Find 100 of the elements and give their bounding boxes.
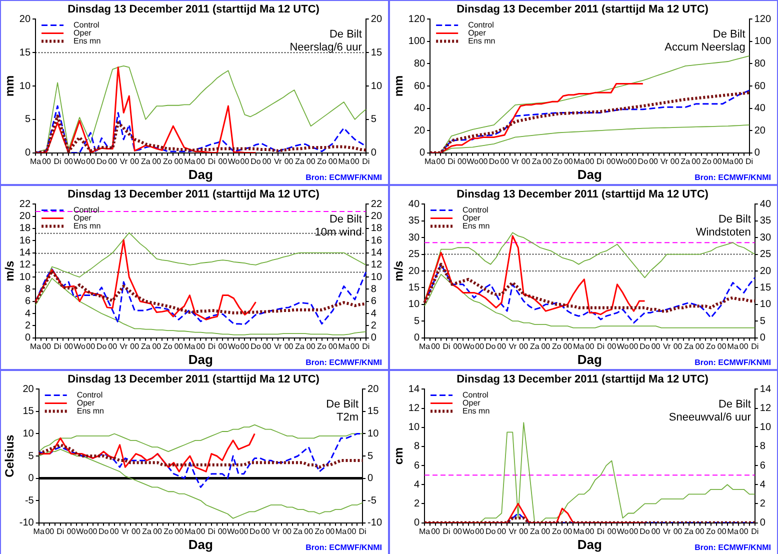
legend-label: Control — [462, 205, 489, 214]
text: Bron: ECMWF/KNMI — [306, 543, 382, 552]
x-tick-label: 00 — [673, 526, 683, 536]
x-tick-label: 00 — [45, 526, 55, 536]
x-tick-label: Ma — [335, 526, 348, 536]
x-tick-label: Za — [295, 156, 306, 166]
x-tick-label: 00 — [304, 526, 314, 536]
x-tick-label: Di — [362, 342, 370, 351]
x-tick-label: Za — [684, 526, 694, 536]
x-tick-label: Do — [250, 156, 262, 166]
x-tick-label: Ma — [338, 342, 350, 351]
x-tick-label: Di — [751, 342, 759, 351]
y-tick-label: 40 — [408, 198, 420, 210]
x-tick-label: 00 — [88, 526, 98, 536]
x-tick-label: 00 — [218, 342, 228, 351]
x-tick-label: Di — [751, 526, 759, 536]
annotation: T2m — [336, 412, 359, 424]
y-tick-label: 4 — [24, 308, 31, 320]
legend-label: Ens mn — [74, 221, 101, 230]
legend-label: Control — [462, 390, 489, 400]
y-tick-label: 15 — [22, 406, 34, 418]
y-tick-label: 20 — [414, 125, 426, 136]
y2-tick-label: 2 — [760, 498, 766, 510]
x-tick-label: 00 — [607, 342, 617, 351]
y2-tick-label: 20 — [760, 266, 772, 277]
y-tick-label: 120 — [408, 14, 426, 25]
line-series — [34, 270, 368, 314]
x-tick-label: Vr — [272, 526, 280, 536]
y2-tick-label: 0 — [368, 473, 374, 484]
y-tick-label: 12 — [408, 403, 420, 414]
x-tick-label: Ma — [418, 342, 431, 351]
x-tick-label: 00 — [306, 156, 316, 166]
x-tick-label: 00 — [519, 526, 529, 536]
y-tick-label: 2 — [414, 498, 420, 510]
y-tick-label: 5 — [28, 450, 34, 462]
x-tick-label: Ma — [727, 342, 739, 351]
y-tick-label: 0 — [28, 473, 34, 484]
y2-tick-label: 20 — [370, 14, 382, 25]
x-tick-label: 00 — [606, 156, 616, 166]
x-tick-label: Di — [596, 156, 604, 166]
x-tick-label: 00 — [132, 526, 141, 536]
y-tick-label: 40 — [414, 103, 426, 114]
x-tick-label: Za — [530, 526, 540, 536]
x-tick-label: 00 — [196, 342, 206, 351]
y2-tick-label: 0 — [370, 148, 377, 159]
annotation: Neerslag/6 uur — [290, 42, 362, 54]
chart-title: Dinsdag 13 December 2011 (starttijd Ma 12 UTC) — [68, 374, 320, 386]
x-tick-label: Ma — [338, 156, 350, 166]
x-tick-label: Za — [295, 342, 306, 351]
x-tick-label: Ma — [184, 342, 196, 351]
x-tick-label: 00 — [651, 526, 661, 536]
y-tick-label: -10 — [19, 518, 34, 529]
x-tick-label: 00 — [649, 156, 659, 166]
y-tick-label: 10 — [408, 422, 420, 434]
x-tick-label: Wo — [616, 342, 630, 351]
y2-tick-label: 30 — [760, 232, 772, 244]
x-axis-title: Dag — [577, 166, 602, 182]
y-tick-label: 100 — [408, 36, 426, 48]
x-tick-label: Zo — [702, 156, 712, 166]
y-axis-title: m/s — [2, 260, 17, 282]
x-tick-label: Wo — [228, 156, 240, 166]
y2-tick-label: 2 — [370, 320, 377, 332]
x-tick-label: 00 — [86, 342, 96, 351]
x-tick-label: Ma — [573, 342, 585, 351]
x-tick-label: 00 — [110, 526, 120, 536]
y2-tick-label: 6 — [760, 460, 766, 472]
y2-tick-label: 0 — [754, 148, 760, 159]
y-tick-label: 10 — [408, 299, 420, 310]
x-tick-label: 00 — [240, 156, 250, 166]
y-tick-label: 16 — [19, 235, 31, 246]
x-tick-label: Zo — [706, 526, 716, 536]
legend-label: Ens mn — [462, 406, 490, 416]
y-tick-label: 0 — [24, 332, 31, 344]
chart-title: Dinsdag 13 December 2011 (starttijd Ma 12 UTC) — [68, 4, 320, 16]
x-tick-label: Di — [442, 342, 451, 351]
legend-label: Oper — [462, 213, 481, 222]
x-axis-title: Dag — [577, 536, 602, 552]
x-tick-label: 00 — [350, 156, 360, 166]
y2-tick-label: 14 — [370, 248, 382, 259]
y-tick-label: 20 — [22, 384, 34, 395]
x-tick-label: Di — [358, 526, 367, 536]
x-tick-label: Vr — [511, 156, 520, 166]
x-tick-label: 00 — [328, 156, 338, 166]
x-tick-label: Wo — [74, 342, 86, 351]
x-tick-label: 00 — [628, 156, 638, 166]
x-tick-label: Wo — [462, 342, 476, 351]
x-tick-label: Do — [485, 526, 496, 536]
x-tick-label: Za — [140, 156, 151, 166]
y2-tick-label: 15 — [368, 406, 380, 418]
x-tick-label: 00 — [436, 156, 446, 166]
x-tick-label: Vr — [121, 526, 130, 536]
legend-label: Oper — [74, 213, 92, 222]
x-tick-label: 00 — [478, 156, 488, 166]
x-tick-label: Vr — [274, 156, 282, 166]
x-tick-label: Ma — [573, 156, 586, 166]
y2-tick-label: 10 — [368, 428, 380, 440]
x-tick-label: Do — [96, 342, 108, 351]
y-tick-label: 35 — [408, 216, 420, 227]
x-tick-label: Zo — [706, 342, 716, 351]
y-tick-label: 0 — [420, 148, 426, 159]
